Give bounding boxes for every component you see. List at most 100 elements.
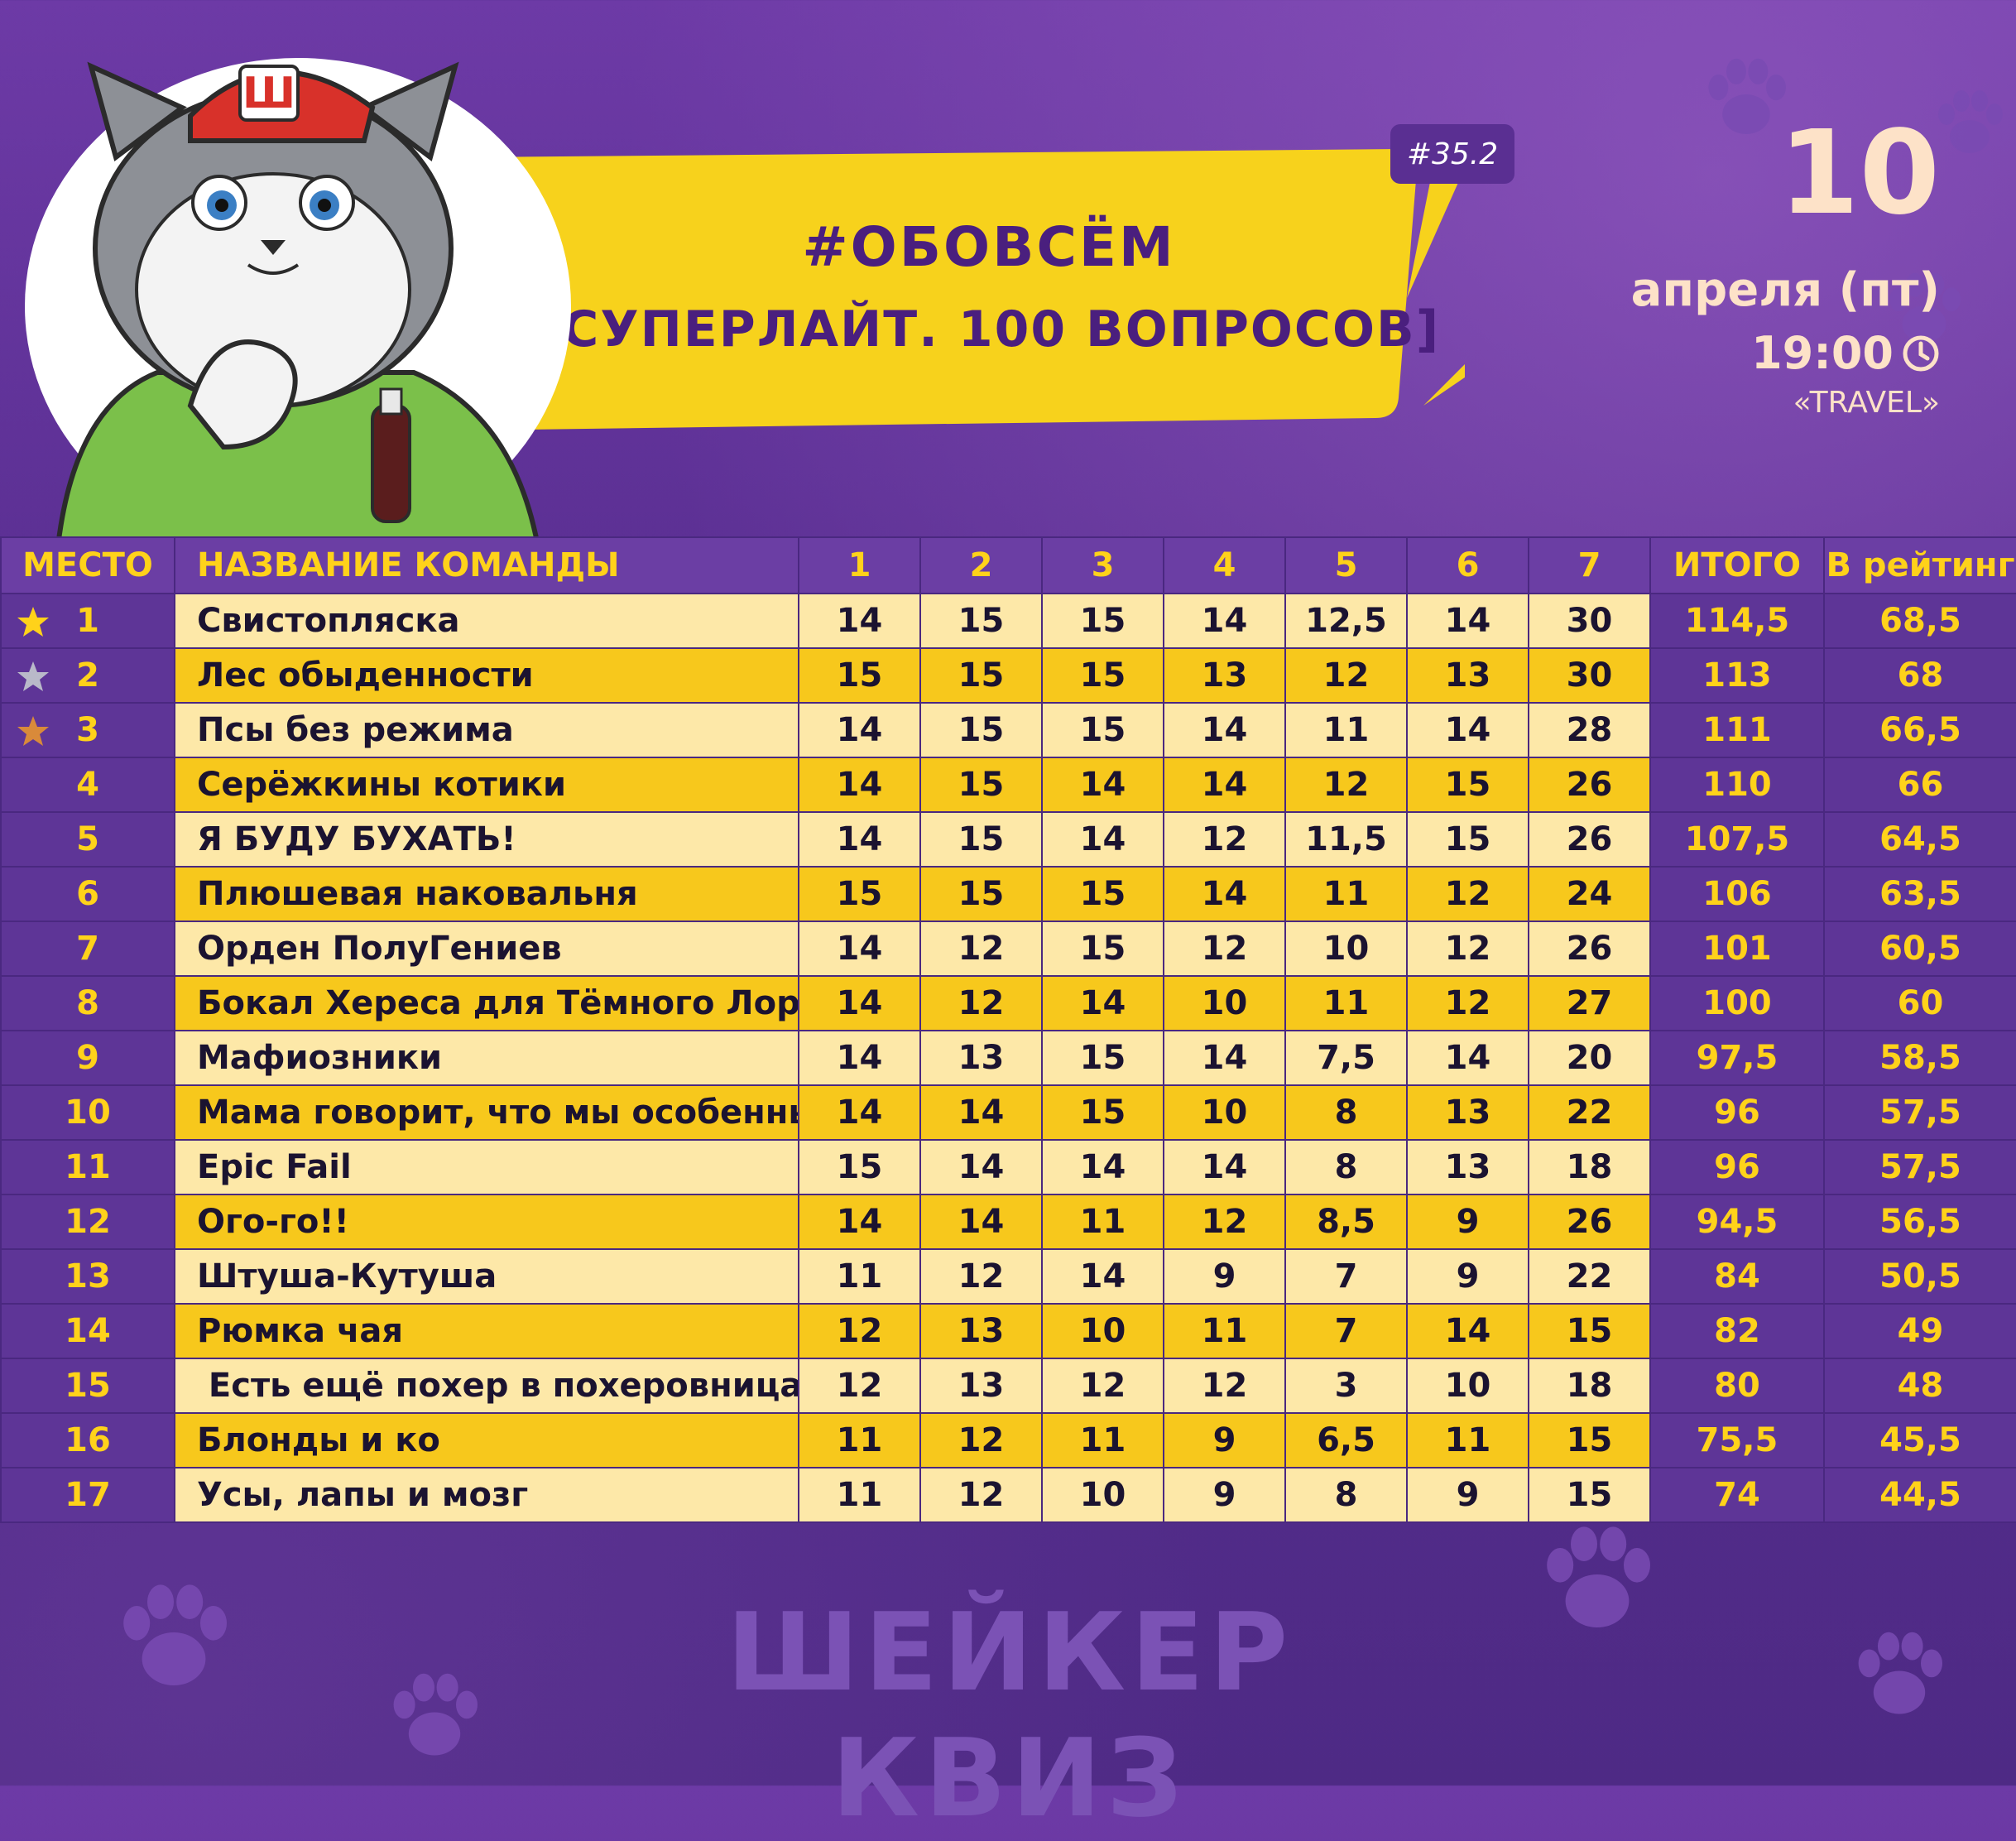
round-7-score: 30 — [1528, 647, 1651, 704]
round-7-score: 28 — [1528, 702, 1651, 758]
place-number: 12 — [65, 1203, 111, 1241]
round-2-score: 12 — [919, 920, 1043, 977]
table-row: 9 Мафиозники 14 13 15 14 7,5 14 20 97,5 58,5 — [0, 1030, 2016, 1086]
rating-cell: 66 — [1823, 757, 2016, 813]
round-1-score: 14 — [798, 1030, 921, 1086]
total-cell: 84 — [1649, 1248, 1825, 1305]
title-line-2: [СУПЕРЛАЙТ. 100 ВОПРОСОВ] — [537, 300, 1441, 358]
round-5-score: 7 — [1284, 1303, 1408, 1359]
round-2-score: 13 — [919, 1030, 1043, 1086]
table-row: 14 Рюмка чая 12 13 10 11 7 14 15 82 49 — [0, 1303, 2016, 1359]
round-3-score: 14 — [1041, 1248, 1164, 1305]
brand-logo: ШЕЙКЕР КВИЗ — [726, 1589, 1294, 1841]
round-2-score: 15 — [919, 866, 1043, 922]
round-4-score: 9 — [1163, 1412, 1286, 1468]
round-5-score: 12 — [1284, 647, 1408, 704]
round-7-score: 15 — [1528, 1412, 1651, 1468]
round-1-score: 14 — [798, 1194, 921, 1250]
place-cell: 13 — [0, 1248, 175, 1305]
team-name-cell: Лес обыденности — [174, 647, 799, 704]
place-number: 5 — [76, 820, 99, 858]
table-row: 2 Лес обыденности 15 15 15 13 12 13 30 113 68 — [0, 647, 2016, 704]
place-cell: 2 — [0, 647, 175, 704]
round-6-score: 15 — [1406, 757, 1529, 813]
place-number: 13 — [65, 1257, 111, 1295]
round-1-score: 14 — [798, 1084, 921, 1141]
svg-text:Ш: Ш — [242, 69, 295, 118]
round-5-score: 11 — [1284, 702, 1408, 758]
round-2-score: 15 — [919, 811, 1043, 868]
header-place: МЕСТО — [0, 536, 175, 594]
star-icon — [17, 716, 49, 746]
team-name-cell: Мафиозники — [174, 1030, 799, 1086]
paw-icon — [1889, 272, 1961, 343]
team-name-cell: Штуша-Кутуша — [174, 1248, 799, 1305]
table-row: 15 Есть ещё похер в похеровницах! 12 13 12 1… — [0, 1358, 2016, 1414]
round-1-score: 15 — [798, 647, 921, 704]
place-cell: 1 — [0, 593, 175, 649]
clock-icon — [1903, 335, 1939, 371]
header-team-name: НАЗВАНИЕ КОМАНДЫ — [174, 536, 799, 594]
table-row: 10 Мама говорит, что мы особенные 14 14 15 10… — [0, 1084, 2016, 1141]
rating-cell: 58,5 — [1823, 1030, 2016, 1086]
header-round-4: 4 — [1163, 536, 1286, 594]
round-4-score: 11 — [1163, 1303, 1286, 1359]
round-5-score: 11 — [1284, 975, 1408, 1031]
rating-cell: 49 — [1823, 1303, 2016, 1359]
round-4-score: 9 — [1163, 1467, 1286, 1523]
table-row: 6 Плюшевая наковальня 15 15 15 14 11 12 24 106 63,… — [0, 866, 2016, 922]
rating-cell: 66,5 — [1823, 702, 2016, 758]
round-3-score: 10 — [1041, 1467, 1164, 1523]
round-3-score: 10 — [1041, 1303, 1164, 1359]
round-1-score: 14 — [798, 920, 921, 977]
place-cell: 14 — [0, 1303, 175, 1359]
rating-cell: 50,5 — [1823, 1248, 2016, 1305]
place-number: 10 — [65, 1094, 111, 1132]
round-4-score: 12 — [1163, 920, 1286, 977]
rating-cell: 60,5 — [1823, 920, 2016, 977]
total-cell: 111 — [1649, 702, 1825, 758]
round-3-score: 14 — [1041, 1139, 1164, 1195]
team-name-cell: Свистопляска — [174, 593, 799, 649]
table-row: 1 Свистопляска 14 15 15 14 12,5 14 30 114,5 68,5 — [0, 593, 2016, 649]
team-name-cell: Псы без режима — [174, 702, 799, 758]
round-7-score: 27 — [1528, 975, 1651, 1031]
place-cell: 4 — [0, 757, 175, 813]
table-row: 12 Ого-го!! 14 14 11 12 8,5 9 26 94,5 56,5 — [0, 1194, 2016, 1250]
header-round-2: 2 — [919, 536, 1043, 594]
round-2-score: 15 — [919, 702, 1043, 758]
rating-cell: 56,5 — [1823, 1194, 2016, 1250]
round-2-score: 13 — [919, 1358, 1043, 1414]
round-2-score: 14 — [919, 1084, 1043, 1141]
table-row: 13 Штуша-Кутуша 11 12 14 9 7 9 22 84 50,5 — [0, 1248, 2016, 1305]
round-5-score: 8 — [1284, 1467, 1408, 1523]
total-cell: 82 — [1649, 1303, 1825, 1359]
mascot-cat-image: Ш — [25, 58, 571, 546]
round-3-score: 15 — [1041, 593, 1164, 649]
round-7-score: 18 — [1528, 1358, 1651, 1414]
round-1-score: 14 — [798, 757, 921, 813]
team-name-cell: Блонды и ко — [174, 1412, 799, 1468]
round-2-score: 14 — [919, 1194, 1043, 1250]
round-5-score: 11 — [1284, 866, 1408, 922]
round-3-score: 15 — [1041, 920, 1164, 977]
round-1-score: 12 — [798, 1358, 921, 1414]
round-6-score: 12 — [1406, 920, 1529, 977]
quiz-title: #ОБОВСЁМ [СУПЕРЛАЙТ. 100 ВОПРОСОВ] — [463, 215, 1514, 358]
round-1-score: 14 — [798, 975, 921, 1031]
round-7-score: 26 — [1528, 811, 1651, 868]
rating-cell: 64,5 — [1823, 811, 2016, 868]
total-cell: 96 — [1649, 1084, 1825, 1141]
round-4-score: 13 — [1163, 647, 1286, 704]
place-number: 16 — [65, 1421, 111, 1459]
round-5-score: 11,5 — [1284, 811, 1408, 868]
round-6-score: 12 — [1406, 866, 1529, 922]
round-1-score: 11 — [798, 1248, 921, 1305]
event-venue: «TRAVEL» — [1793, 386, 1940, 420]
round-5-score: 8 — [1284, 1084, 1408, 1141]
round-6-score: 13 — [1406, 647, 1529, 704]
round-6-score: 11 — [1406, 1412, 1529, 1468]
round-2-score: 13 — [919, 1303, 1043, 1359]
team-name-cell: Рюмка чая — [174, 1303, 799, 1359]
round-5-score: 12,5 — [1284, 593, 1408, 649]
